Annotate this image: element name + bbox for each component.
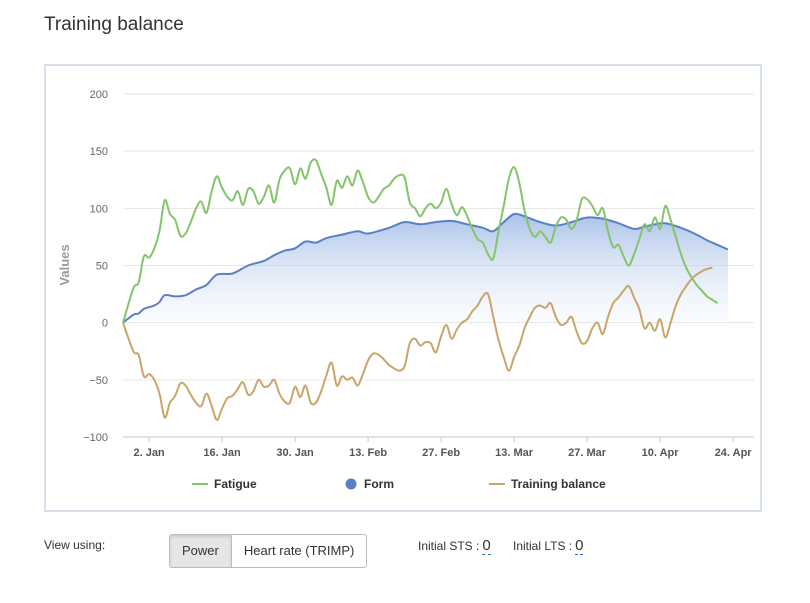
x-tick-label: 30. Jan <box>276 447 314 459</box>
page-title: Training balance <box>44 14 184 35</box>
y-tick-label: 150 <box>90 146 108 158</box>
y-tick-label: 100 <box>90 203 108 215</box>
series-form-line <box>122 212 729 324</box>
initial-lts-label: Initial LTS : <box>513 539 573 553</box>
y-tick-label: −50 <box>89 375 108 387</box>
y-tick-label: 0 <box>102 318 108 330</box>
legend-item-fatigue[interactable]: Fatigue <box>192 477 257 491</box>
view-toggle: Power Heart rate (TRIMP) <box>169 534 368 568</box>
legend-form-dot-icon <box>345 478 357 490</box>
legend: Fatigue Form Training balance <box>192 477 606 491</box>
series <box>122 158 729 421</box>
y-tick-label: −100 <box>83 432 108 444</box>
series-fatigue-line <box>122 158 719 323</box>
x-tick-label: 27. Feb <box>422 447 460 459</box>
heart-rate-button[interactable]: Heart rate (TRIMP) <box>231 535 367 567</box>
initial-lts: Initial LTS :0 <box>513 537 584 555</box>
x-tick-label: 13. Feb <box>349 447 387 459</box>
legend-form-label: Form <box>364 477 394 491</box>
initial-sts: Initial STS :0 <box>418 537 491 555</box>
legend-training-balance-label: Training balance <box>511 477 606 491</box>
legend-fatigue-label: Fatigue <box>214 477 257 491</box>
x-tick-label: 13. Mar <box>495 447 534 459</box>
x-tick-label: 16. Jan <box>203 447 241 459</box>
x-tick-label: 24. Apr <box>715 447 753 459</box>
view-using-label: View using: <box>44 538 106 552</box>
x-axis: 2. Jan 16. Jan 30. Jan 13. Feb 27. Feb 13. Ma… <box>133 437 752 459</box>
x-tick-label: 10. Apr <box>642 447 680 459</box>
y-tick-label: 50 <box>96 261 108 273</box>
initial-lts-value[interactable]: 0 <box>575 537 584 555</box>
series-training-balance-line <box>122 266 713 421</box>
power-button[interactable]: Power <box>170 535 232 567</box>
x-tick-label: 2. Jan <box>133 447 164 459</box>
initial-sts-value[interactable]: 0 <box>482 537 491 555</box>
x-tick-label: 27. Mar <box>568 447 607 459</box>
y-axis: 200 150 100 50 0 −50 −100 <box>83 89 108 444</box>
legend-item-training-balance[interactable]: Training balance <box>489 477 606 491</box>
series-form-area <box>123 213 728 323</box>
y-axis-label: Values <box>57 244 72 285</box>
initial-sts-label: Initial STS : <box>418 539 480 553</box>
y-tick-label: 200 <box>90 89 108 101</box>
legend-item-form[interactable]: Form <box>345 477 395 491</box>
